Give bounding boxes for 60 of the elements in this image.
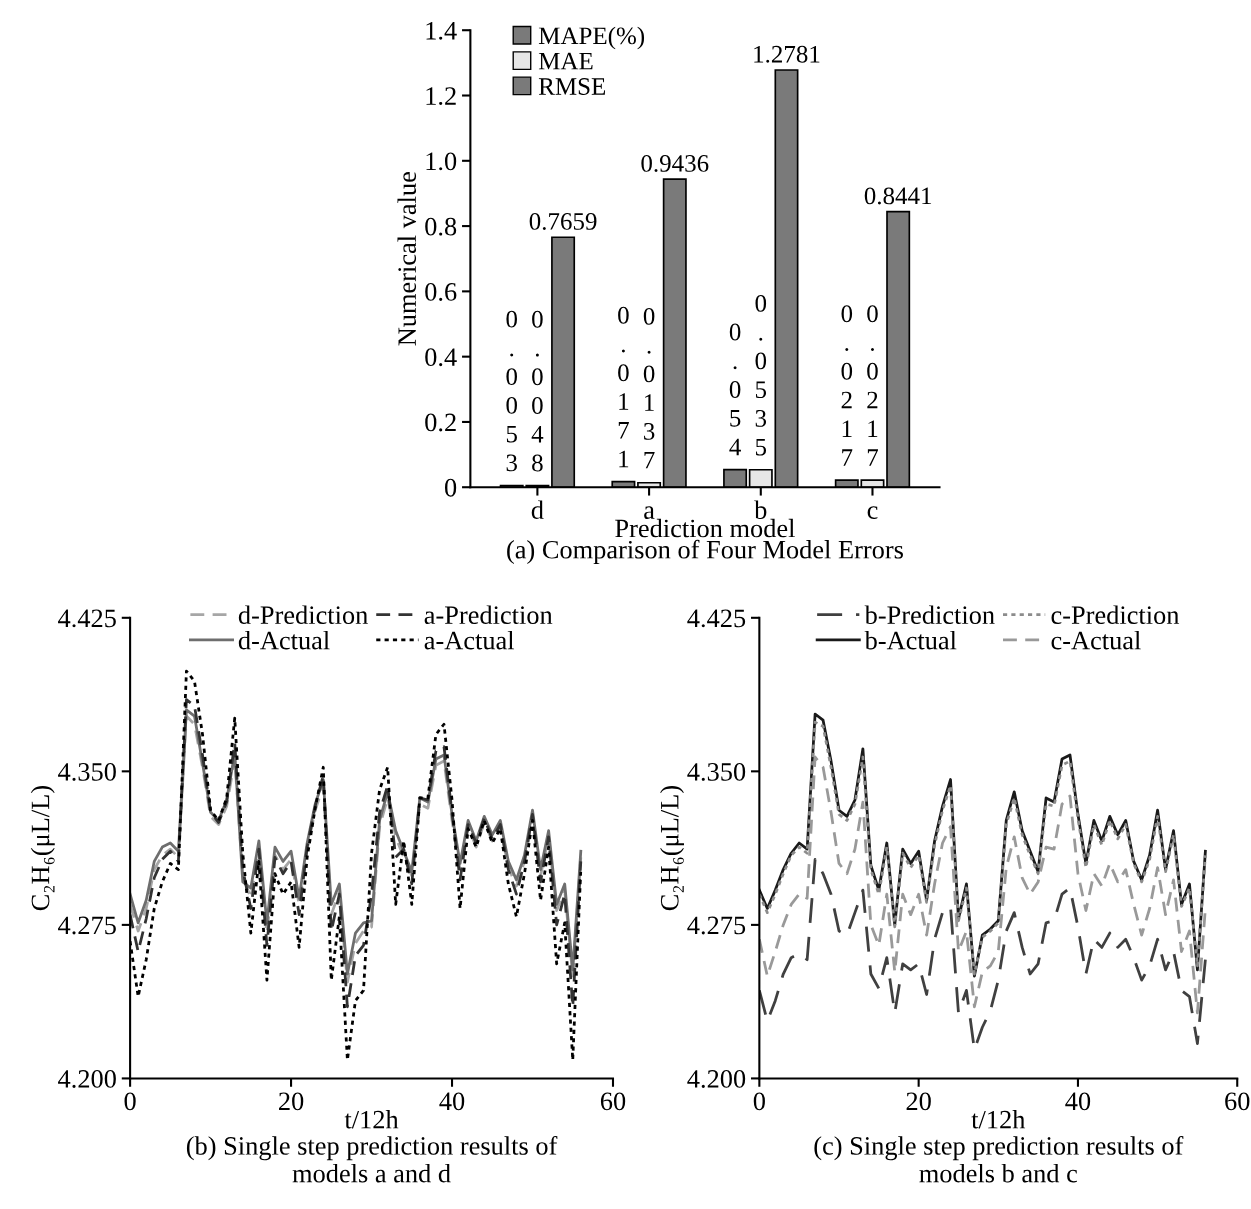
legend-label: d-Actual	[238, 630, 330, 650]
data-label: 0 . 0 0 4 8	[531, 310, 544, 472]
x-tick-label: 60	[600, 1092, 626, 1111]
x-tick-label: 0	[753, 1092, 765, 1111]
text: (a) Comparison of Four Model Errors	[507, 539, 903, 564]
y-tick-label: 4.350	[687, 762, 746, 781]
y-axis-title: C₂H₆(μL/L)	[660, 786, 685, 911]
y-tick-label: 4.200	[58, 1070, 116, 1088]
legend-label: c-Actual	[1051, 630, 1141, 650]
x-tick-label: 20	[279, 1092, 304, 1111]
y-tick-label: 1.2	[426, 87, 456, 106]
y-tick-label: 0.2	[425, 413, 456, 432]
legend-label: MAE	[538, 52, 593, 70]
legend-label: a-Prediction	[424, 605, 553, 625]
legend-label: c-Prediction	[1051, 605, 1180, 625]
y-axis-title: C₂H₆(μL/L)	[30, 786, 55, 911]
y-tick-label: 0.6	[425, 282, 457, 301]
x-axis-title: Prediction model	[615, 518, 795, 538]
x-tick-label: d	[531, 500, 544, 519]
data-label: 0.7659	[529, 212, 597, 230]
legend-label: b-Actual	[864, 630, 957, 650]
data-label: 0 . 0 2 1 7	[867, 305, 879, 466]
x-tick-label: 20	[906, 1092, 931, 1111]
y-tick-label: 4.200	[687, 1070, 746, 1088]
data-label: 1.2781	[754, 45, 820, 63]
legend-label: d-Prediction	[238, 605, 368, 625]
x-tick-label: b	[754, 500, 767, 519]
text: (c) Single step prediction results of models b and c	[814, 1136, 1184, 1183]
y-tick-label: 4.275	[687, 916, 746, 935]
data-label: 0.8441	[864, 187, 932, 205]
y-tick-label: 0	[444, 478, 457, 497]
x-tick-label: 40	[1065, 1092, 1091, 1111]
data-label: 0 . 0 2 1 7	[841, 305, 853, 466]
legend-label: b-Prediction	[864, 605, 995, 625]
legend-label: RMSE	[538, 78, 606, 95]
y-tick-label: 4.275	[58, 916, 116, 935]
y-tick-label: 0.8	[425, 217, 457, 236]
y-tick-label: 4.425	[687, 609, 746, 628]
y-tick-label: 4.425	[58, 609, 116, 628]
x-tick-label: 60	[1225, 1092, 1250, 1111]
data-label: 0 . 0 0 5 3	[506, 310, 517, 472]
y-tick-label: 0.4	[425, 348, 457, 367]
x-axis-title: t/12h	[971, 1110, 1026, 1129]
x-tick-label: 40	[439, 1092, 465, 1111]
y-tick-label: 1.4	[426, 21, 457, 40]
x-tick-label: a	[644, 506, 655, 519]
y-tick-label: 1.0	[426, 152, 457, 171]
data-label: 0 . 0 1 7 1	[618, 306, 629, 468]
x-tick-label: c	[867, 506, 878, 519]
data-label: 0 . 0 1 3 7	[643, 307, 655, 469]
data-label: 0 . 0 5 3 5	[755, 294, 767, 456]
legend-label: a-Actual	[424, 630, 515, 650]
data-label: 0 . 0 5 4	[729, 323, 741, 456]
x-tick-label: 0	[124, 1092, 136, 1111]
x-axis-title: t/12h	[344, 1110, 399, 1129]
y-axis-title: Numerical value	[397, 172, 417, 346]
text: (b) Single step prediction results of models a and d	[186, 1136, 558, 1183]
data-label: 0.9436	[641, 154, 709, 172]
legend-label: MAPE(%)	[538, 26, 645, 50]
y-tick-label: 4.350	[58, 762, 116, 781]
